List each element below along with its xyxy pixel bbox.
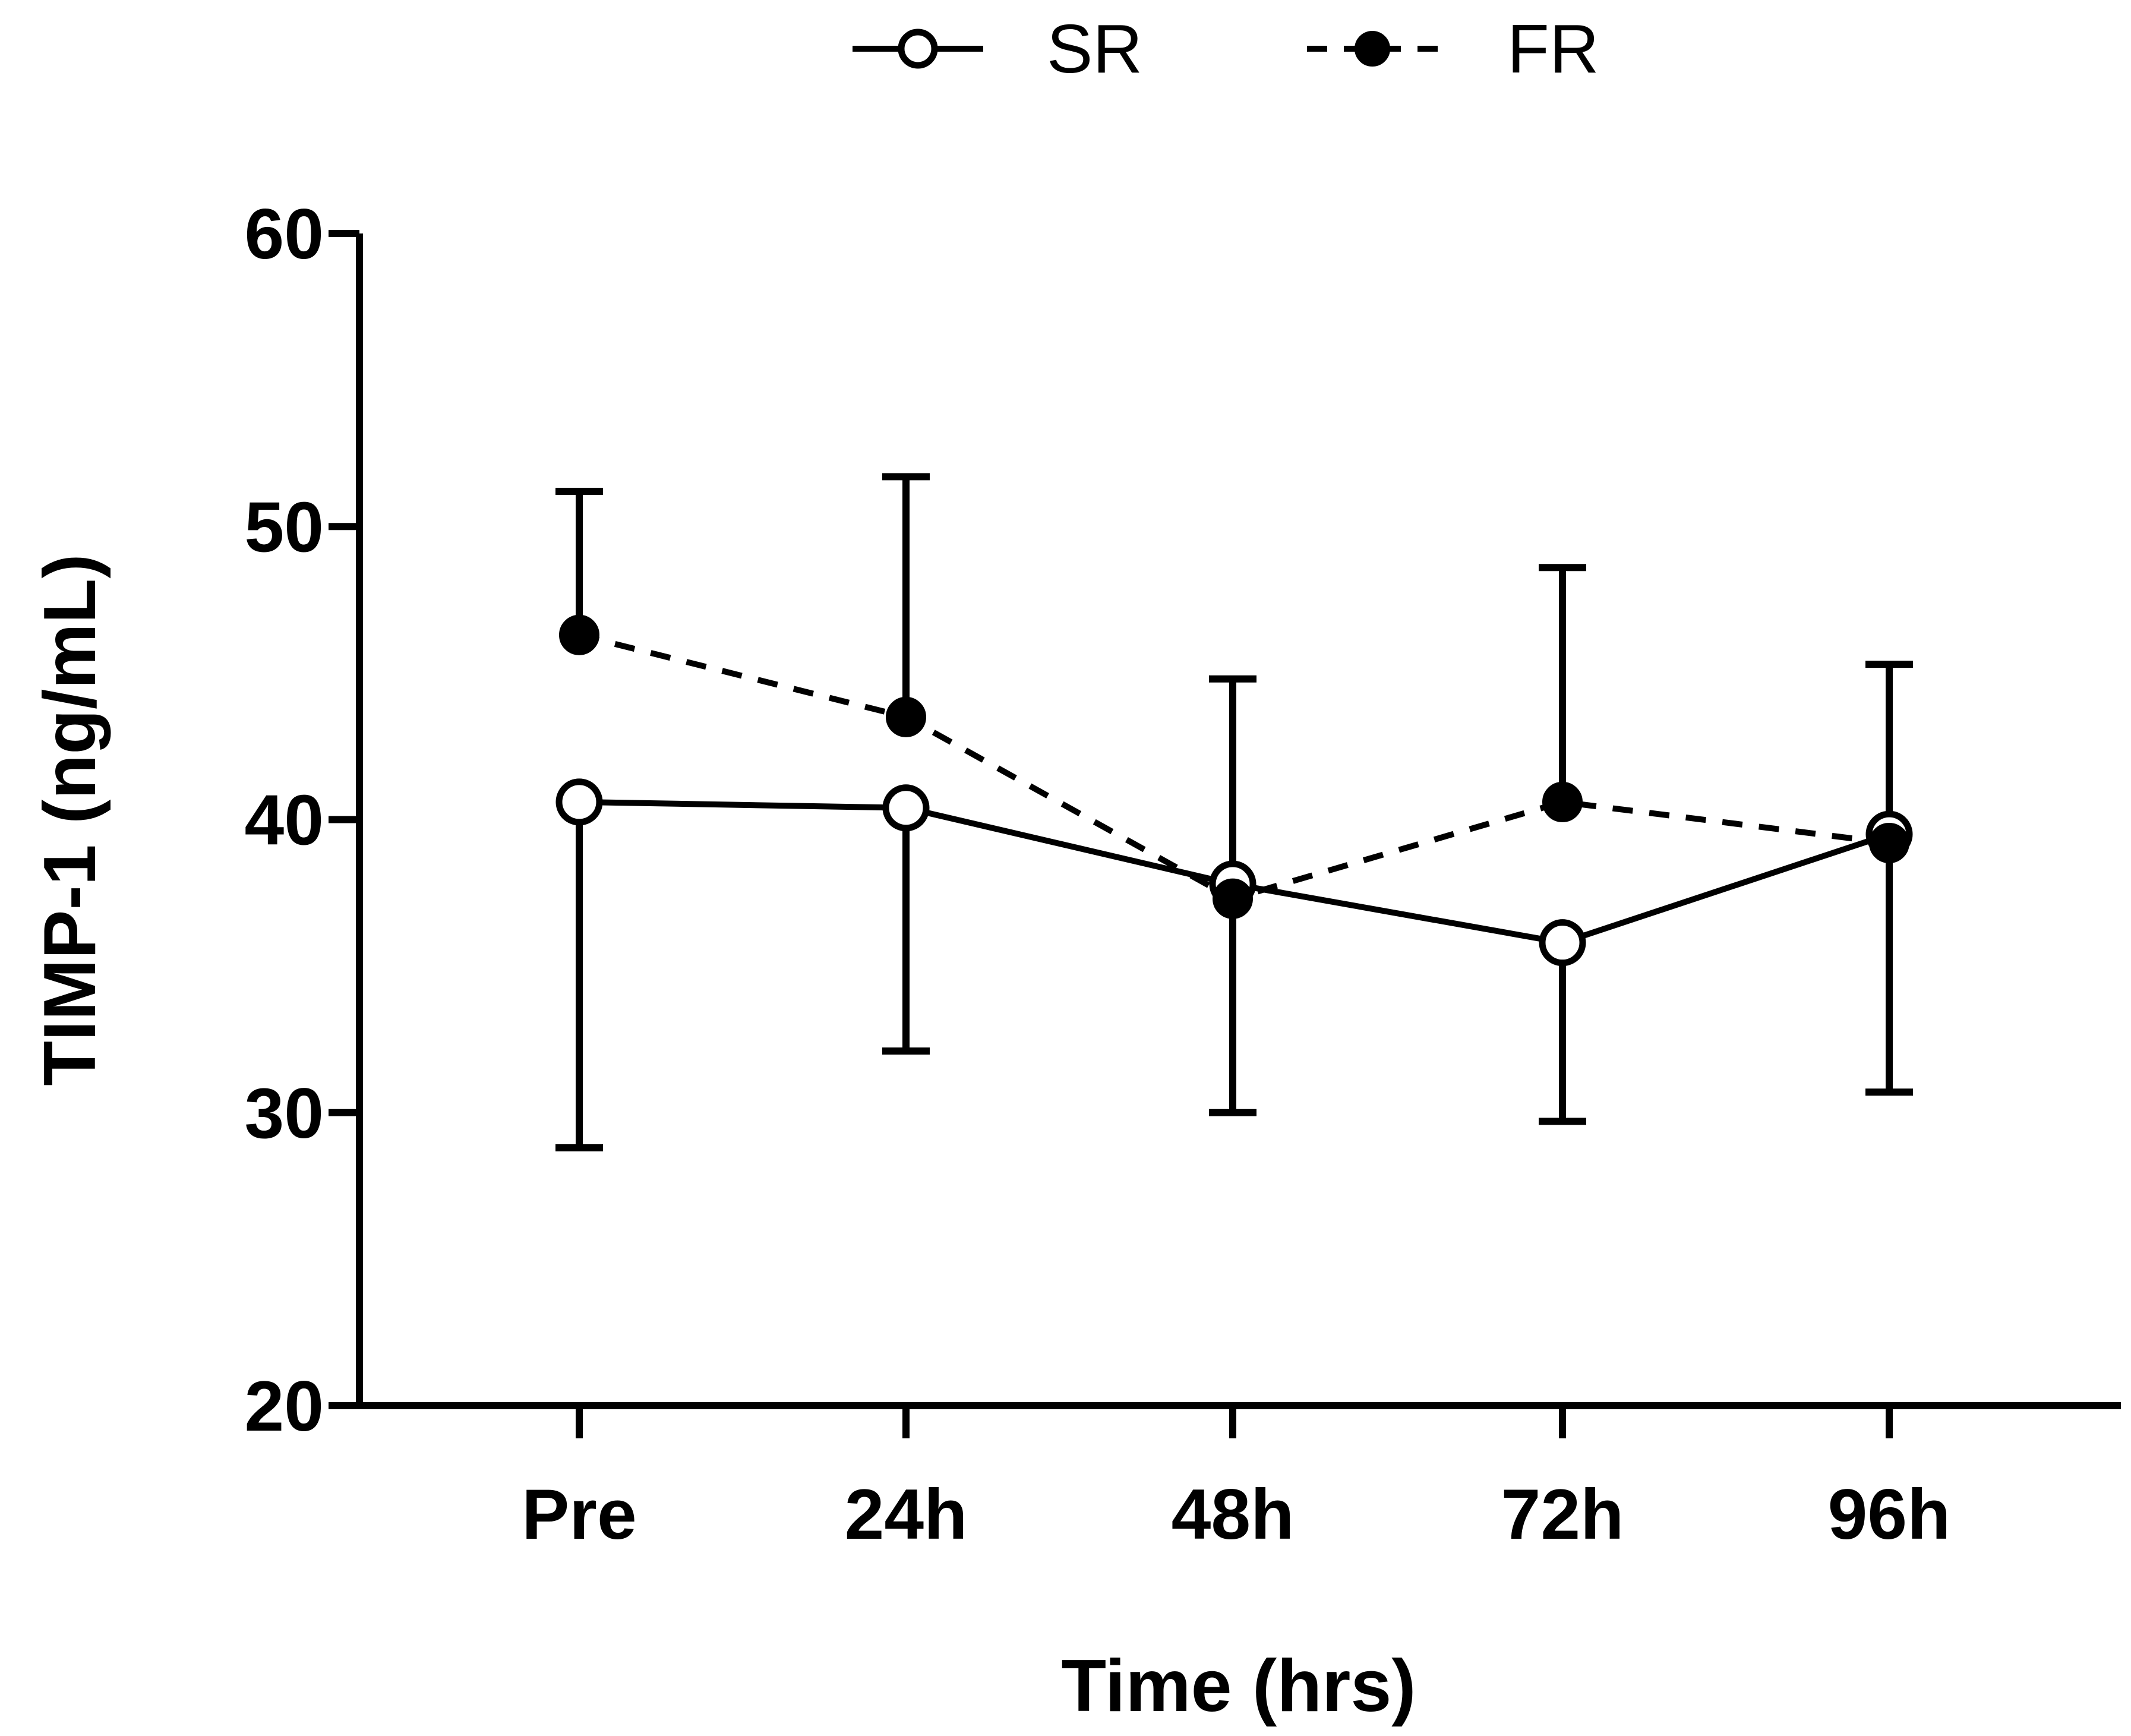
x-axis-title: Time (hrs) [1061, 1645, 1416, 1727]
sr-point-Pre [555, 778, 603, 826]
fr-point-24h [886, 696, 926, 737]
legend-sr-label: SR [1047, 10, 1142, 87]
x-tick-label-72h: 72h [1501, 1475, 1624, 1554]
legend: SR FR [853, 10, 1599, 87]
y-ticks: 20 30 40 50 60 [245, 194, 359, 1446]
legend-fr-label: FR [1507, 10, 1599, 87]
fr-point-72h [1542, 781, 1583, 822]
legend-fr-marker [1355, 31, 1390, 67]
fr-point-48h [1213, 878, 1253, 919]
fr-point-96h [1869, 822, 1909, 863]
y-tick-label-30: 30 [245, 1074, 324, 1153]
y-tick-label-50: 50 [245, 487, 324, 567]
legend-sr-marker [898, 29, 938, 69]
sr-point-72h [1539, 919, 1586, 967]
x-tick-label-24h: 24h [845, 1475, 968, 1554]
plot-area [555, 473, 1913, 1151]
y-axis-title: TIMP-1 (ng/mL) [29, 554, 111, 1085]
axes: 20 30 40 50 60 Pre 24h 48h 72h 96h [245, 194, 2121, 1554]
y-tick-label-20: 20 [245, 1366, 324, 1446]
y-tick-label-60: 60 [245, 194, 324, 274]
x-tick-label-48h: 48h [1172, 1475, 1295, 1554]
y-tick-label-40: 40 [245, 781, 324, 860]
x-ticks: Pre 24h 48h 72h 96h [522, 1406, 1950, 1554]
fr-point-Pre [559, 614, 599, 655]
series-FR [555, 473, 1913, 902]
x-tick-label-96h: 96h [1828, 1475, 1951, 1554]
sr-point-24h [882, 784, 930, 832]
x-tick-label-Pre: Pre [522, 1475, 636, 1554]
